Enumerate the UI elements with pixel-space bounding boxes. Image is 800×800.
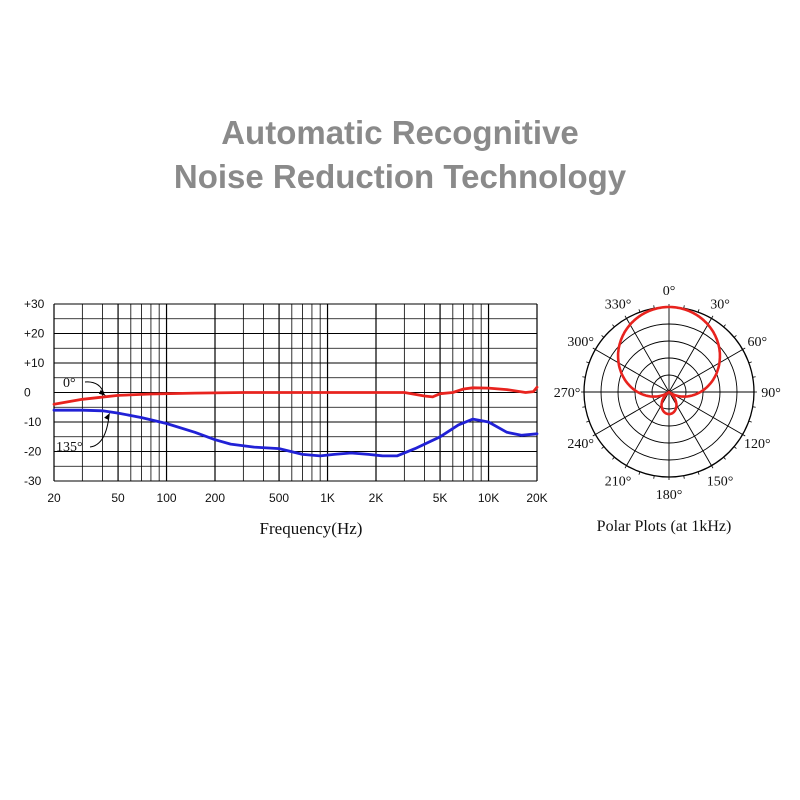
polar-tick <box>697 471 700 475</box>
x-tick-label: 200 <box>205 491 225 505</box>
series-line-0-deg <box>52 385 539 406</box>
polar-angle-label: 270° <box>554 386 581 401</box>
polar-tick <box>733 446 737 449</box>
polar-tick <box>683 475 685 479</box>
polar-angle-label: 0° <box>663 284 676 299</box>
polar-spoke <box>668 391 743 435</box>
polar-tick <box>723 324 726 328</box>
polar-angle-label: 90° <box>761 386 781 401</box>
polar-tick <box>742 347 746 350</box>
polar-spoke <box>668 349 743 393</box>
polar-tick <box>653 475 655 479</box>
series-line-135-deg <box>52 408 539 458</box>
polar-spoke <box>668 318 712 393</box>
polar-tick <box>612 324 615 328</box>
polar-tick <box>748 361 752 364</box>
x-tick-label: 20K <box>526 491 547 505</box>
polar-tick <box>748 420 752 423</box>
polar-tick <box>638 471 641 475</box>
polar-angle-label: 150° <box>707 474 734 489</box>
polar-tick <box>601 335 605 338</box>
frequency-response-chart: +30 +20 +10 0 -10 -20 -30 20 50 100 200 500 1K 2K 5K 10… <box>24 297 548 538</box>
polar-angle-label: 210° <box>605 474 632 489</box>
polar-tick <box>697 309 700 313</box>
polar-caption: Polar Plots (at 1kHz) <box>597 518 732 535</box>
y-tick-label: +10 <box>24 356 45 370</box>
polar-grid <box>581 304 757 480</box>
polar-tick <box>624 315 627 319</box>
x-tick-label: 20 <box>47 491 61 505</box>
y-tick-label: -20 <box>24 445 42 459</box>
annotation-leader-135-deg <box>89 414 110 448</box>
y-tick-label: +30 <box>24 297 45 311</box>
polar-spoke <box>626 318 670 393</box>
polar-tick <box>601 446 605 449</box>
polar-angle-label: 60° <box>747 335 767 350</box>
polar-tick <box>752 406 756 408</box>
polar-angle-label: 30° <box>710 298 730 313</box>
headline-line-1: Automatic Recognitive <box>221 114 579 151</box>
polar-pattern <box>616 305 722 416</box>
polar-tick <box>723 456 726 460</box>
frequency-series <box>52 385 539 458</box>
polar-plot-chart: 0° 30° 60° 90° 120° 150° 180° 210° 240° 270° 300° 3… <box>554 284 781 535</box>
polar-tick <box>711 465 714 469</box>
polar-angle-label: 240° <box>567 437 594 452</box>
polar-angle-label: 180° <box>656 488 683 503</box>
polar-tick <box>733 335 737 338</box>
polar-spoke <box>595 391 670 435</box>
frequency-annotations: 0° 135° <box>56 376 111 455</box>
x-tick-label: 5K <box>433 491 448 505</box>
x-tick-label: 100 <box>157 491 177 505</box>
y-tick-label: 0 <box>24 386 31 400</box>
polar-angle-label: 120° <box>744 437 771 452</box>
annotation-leader-0-deg <box>84 381 105 394</box>
x-tick-label: 1K <box>320 491 335 505</box>
polar-tick <box>612 456 615 460</box>
polar-angle-label: 330° <box>605 298 632 313</box>
headline-line-2: Noise Reduction Technology <box>173 158 627 195</box>
y-tick-label: +20 <box>24 327 45 341</box>
polar-tick <box>711 315 714 319</box>
y-tick-label: -30 <box>24 474 42 488</box>
x-tick-label: 2K <box>369 491 384 505</box>
polar-tick <box>592 434 596 437</box>
annotation-label-135-deg: 135° <box>56 440 83 455</box>
polar-angle-label: 300° <box>567 335 594 350</box>
polar-tick <box>683 305 685 309</box>
annotation-arrowhead-0-deg <box>98 389 106 396</box>
frequency-axis-label: Frequency(Hz) <box>260 519 363 538</box>
polar-tick <box>592 347 596 350</box>
polar-spoke <box>595 349 670 393</box>
polar-tick <box>624 465 627 469</box>
annotation-label-0-deg: 0° <box>63 376 76 391</box>
annotation-arrowhead-135-deg <box>104 412 111 420</box>
x-tick-label: 500 <box>269 491 289 505</box>
x-tick-label: 10K <box>478 491 499 505</box>
polar-tick <box>752 376 756 378</box>
x-tick-label: 50 <box>111 491 125 505</box>
polar-pattern-line <box>616 305 722 416</box>
polar-tick <box>582 406 586 408</box>
polar-tick <box>638 309 641 313</box>
polar-tick <box>742 434 746 437</box>
frequency-tick-labels: +30 +20 +10 0 -10 -20 -30 20 50 100 200 500 1K 2K 5K 10… <box>24 297 548 505</box>
polar-tick <box>582 376 586 378</box>
polar-tick <box>586 420 590 423</box>
polar-tick <box>586 361 590 364</box>
polar-tick <box>653 305 655 309</box>
polar-angle-labels: 0° 30° 60° 90° 120° 150° 180° 210° 240° 270° 300° 3… <box>554 284 781 503</box>
y-tick-label: -10 <box>24 415 42 429</box>
